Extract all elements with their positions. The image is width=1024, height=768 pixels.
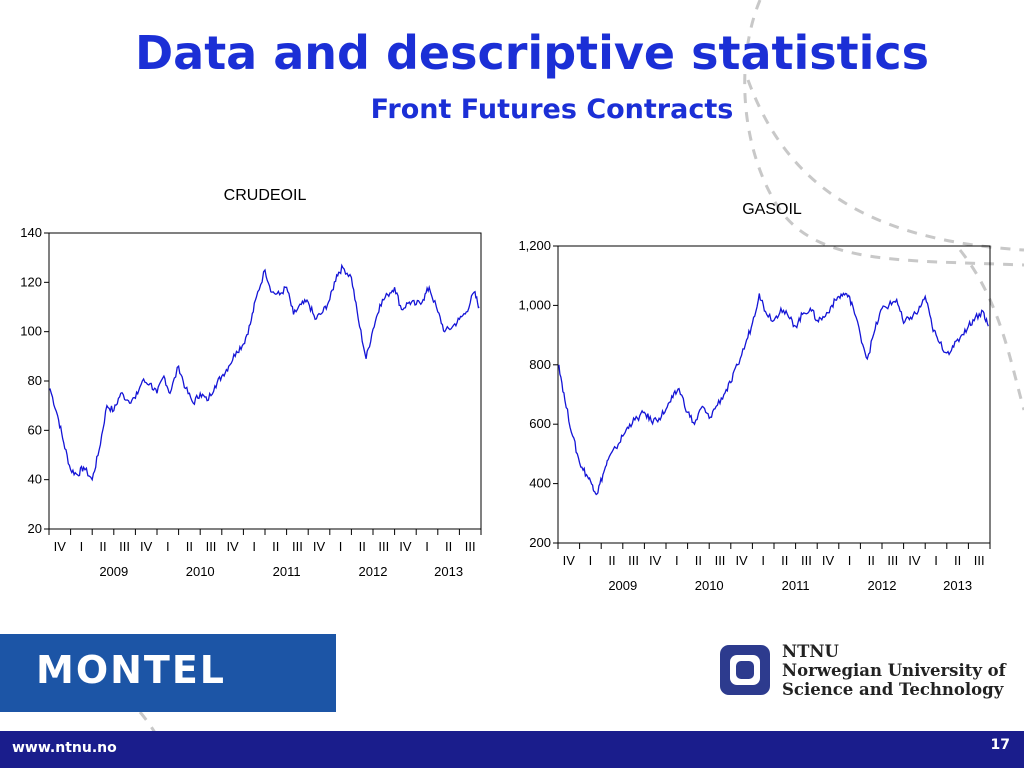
y-tick-label: 140 bbox=[20, 225, 42, 240]
x-quarter-label: I bbox=[589, 553, 593, 568]
chart-title: CRUDEOIL bbox=[224, 187, 307, 204]
x-quarter-label: II bbox=[868, 553, 875, 568]
x-quarter-label: III bbox=[801, 553, 812, 568]
x-year-label: 2012 bbox=[868, 578, 897, 593]
ntnu-wordmark: NTNU Norwegian University of Science and… bbox=[782, 642, 1006, 699]
y-tick-label: 100 bbox=[20, 324, 42, 339]
y-tick-label: 600 bbox=[529, 416, 551, 431]
x-quarter-label: III bbox=[465, 539, 476, 554]
x-year-label: 2010 bbox=[186, 564, 215, 579]
montel-logo: MONTEL bbox=[0, 634, 336, 712]
x-quarter-label: II bbox=[186, 539, 193, 554]
x-quarter-label: IV bbox=[399, 539, 412, 554]
x-year-label: 2009 bbox=[99, 564, 128, 579]
x-year-label: 2010 bbox=[695, 578, 724, 593]
x-year-label: 2011 bbox=[273, 564, 301, 579]
x-quarter-label: II bbox=[359, 539, 366, 554]
x-quarter-label: IV bbox=[649, 553, 662, 568]
x-year-label: 2013 bbox=[434, 564, 463, 579]
x-year-label: 2011 bbox=[782, 578, 810, 593]
x-quarter-label: III bbox=[206, 539, 217, 554]
x-quarter-label: I bbox=[848, 553, 852, 568]
x-quarter-label: II bbox=[695, 553, 702, 568]
x-quarter-label: I bbox=[761, 553, 765, 568]
x-quarter-label: IV bbox=[908, 553, 921, 568]
y-tick-label: 40 bbox=[28, 472, 42, 487]
footer-bar: www.ntnu.no 17 bbox=[0, 731, 1024, 768]
x-quarter-label: IV bbox=[226, 539, 239, 554]
slide-title: Data and descriptive statistics bbox=[134, 26, 930, 80]
x-quarter-label: I bbox=[675, 553, 679, 568]
x-quarter-label: III bbox=[378, 539, 389, 554]
x-quarter-label: II bbox=[272, 539, 279, 554]
x-quarter-label: III bbox=[119, 539, 130, 554]
y-tick-label: 80 bbox=[28, 373, 42, 388]
x-quarter-label: IV bbox=[140, 539, 153, 554]
page-number: 17 bbox=[990, 737, 1010, 753]
x-quarter-label: IV bbox=[313, 539, 326, 554]
x-quarter-label: IV bbox=[735, 553, 748, 568]
y-tick-label: 120 bbox=[20, 274, 42, 289]
x-quarter-label: III bbox=[292, 539, 303, 554]
ntnu-logo-icon bbox=[720, 645, 770, 695]
y-tick-label: 200 bbox=[529, 535, 551, 550]
series-line bbox=[49, 263, 480, 482]
x-year-label: 2009 bbox=[608, 578, 637, 593]
slide-subtitle: Front Futures Contracts bbox=[370, 94, 734, 125]
footer-url[interactable]: www.ntnu.no bbox=[12, 740, 117, 756]
x-quarter-label: III bbox=[887, 553, 898, 568]
x-quarter-label: IV bbox=[54, 539, 67, 554]
y-tick-label: 400 bbox=[529, 476, 551, 491]
y-tick-label: 800 bbox=[529, 357, 551, 372]
x-quarter-label: I bbox=[339, 539, 343, 554]
y-tick-label: 60 bbox=[28, 422, 42, 437]
ntnu-line-2: Norwegian University of bbox=[782, 661, 1006, 680]
x-quarter-label: II bbox=[954, 553, 961, 568]
x-year-label: 2013 bbox=[943, 578, 972, 593]
montel-logo-text: MONTEL bbox=[36, 648, 227, 692]
plot-frame bbox=[557, 245, 991, 544]
x-quarter-label: I bbox=[252, 539, 256, 554]
plot-frame bbox=[48, 232, 482, 530]
x-quarter-label: II bbox=[608, 553, 615, 568]
x-quarter-label: I bbox=[166, 539, 170, 554]
x-quarter-label: III bbox=[628, 553, 639, 568]
x-quarter-label: IV bbox=[822, 553, 835, 568]
series-line bbox=[558, 292, 989, 496]
x-quarter-label: II bbox=[445, 539, 452, 554]
x-quarter-label: II bbox=[781, 553, 788, 568]
y-tick-label: 20 bbox=[28, 521, 42, 536]
x-quarter-label: III bbox=[715, 553, 726, 568]
x-quarter-label: III bbox=[974, 553, 985, 568]
x-quarter-label: IV bbox=[563, 553, 576, 568]
x-quarter-label: II bbox=[99, 539, 106, 554]
x-quarter-label: I bbox=[80, 539, 84, 554]
y-tick-label: 1,200 bbox=[518, 238, 551, 253]
ntnu-line-3: Science and Technology bbox=[782, 680, 1004, 699]
y-tick-label: 1,000 bbox=[518, 297, 551, 312]
x-quarter-label: I bbox=[425, 539, 429, 554]
chart-title: GASOIL bbox=[742, 201, 802, 218]
ntnu-line-1: NTNU bbox=[782, 642, 839, 661]
x-year-label: 2012 bbox=[359, 564, 388, 579]
x-quarter-label: I bbox=[934, 553, 938, 568]
